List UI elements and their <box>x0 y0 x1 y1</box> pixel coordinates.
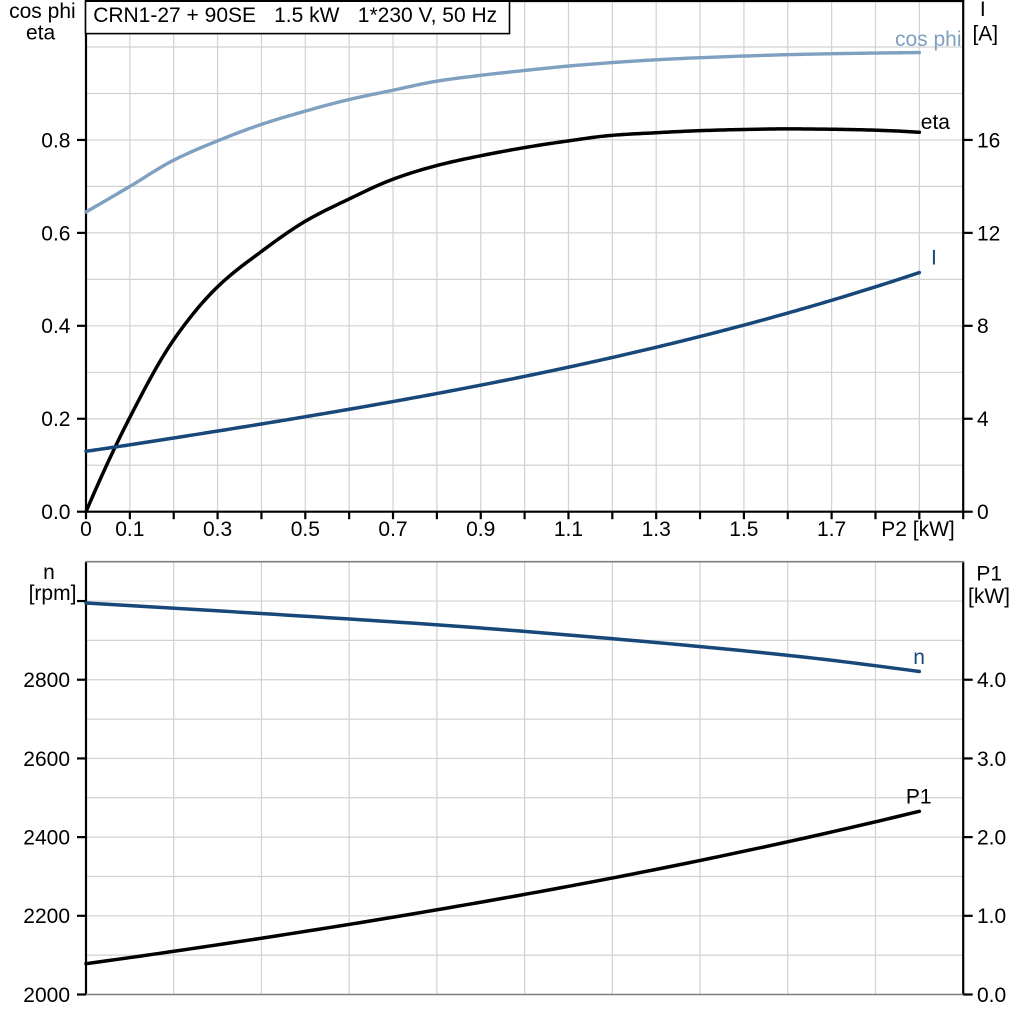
svg-text:P2 [kW]: P2 [kW] <box>881 518 955 541</box>
svg-text:2800: 2800 <box>23 669 70 692</box>
svg-text:2.0: 2.0 <box>977 827 1006 850</box>
svg-text:I: I <box>980 0 986 21</box>
svg-text:2600: 2600 <box>23 748 70 771</box>
svg-text:n: n <box>913 646 925 669</box>
svg-text:1.5: 1.5 <box>729 518 758 541</box>
svg-text:[rpm]: [rpm] <box>29 582 77 605</box>
svg-text:cos phi: cos phi <box>895 28 962 51</box>
svg-text:0.6: 0.6 <box>41 222 70 245</box>
svg-text:1*230 V, 50 Hz: 1*230 V, 50 Hz <box>358 4 497 27</box>
svg-text:12: 12 <box>977 222 1000 245</box>
svg-text:4.0: 4.0 <box>977 669 1006 692</box>
svg-text:CRN1-27 + 90SE: CRN1-27 + 90SE <box>93 4 256 27</box>
svg-text:1.0: 1.0 <box>977 905 1006 928</box>
svg-text:2400: 2400 <box>23 827 70 850</box>
svg-text:eta: eta <box>26 22 56 45</box>
svg-text:3.0: 3.0 <box>977 748 1006 771</box>
svg-text:2200: 2200 <box>23 905 70 928</box>
svg-text:0.3: 0.3 <box>203 518 232 541</box>
svg-text:0.5: 0.5 <box>291 518 320 541</box>
svg-text:[A]: [A] <box>972 22 998 45</box>
svg-text:1.1: 1.1 <box>554 518 583 541</box>
svg-text:P1: P1 <box>906 785 932 808</box>
svg-text:0.8: 0.8 <box>41 129 70 152</box>
svg-text:0: 0 <box>977 501 989 524</box>
svg-text:0.7: 0.7 <box>378 518 407 541</box>
svg-text:P1: P1 <box>976 562 1002 585</box>
svg-text:0.1: 0.1 <box>115 518 144 541</box>
svg-text:0.0: 0.0 <box>977 984 1006 1007</box>
svg-text:0.2: 0.2 <box>41 408 70 431</box>
svg-text:8: 8 <box>977 315 989 338</box>
svg-text:16: 16 <box>977 129 1000 152</box>
svg-text:0.4: 0.4 <box>41 315 71 338</box>
svg-text:1.7: 1.7 <box>817 518 846 541</box>
svg-text:[kW]: [kW] <box>968 585 1010 608</box>
svg-text:0.0: 0.0 <box>41 501 70 524</box>
svg-text:0.9: 0.9 <box>466 518 495 541</box>
svg-text:0: 0 <box>80 518 92 541</box>
svg-text:1.5 kW: 1.5 kW <box>274 4 340 27</box>
svg-text:eta: eta <box>921 111 951 134</box>
svg-text:2000: 2000 <box>23 984 70 1007</box>
svg-text:4: 4 <box>977 408 989 431</box>
svg-text:I: I <box>931 246 937 269</box>
svg-text:1.3: 1.3 <box>642 518 671 541</box>
svg-text:n: n <box>43 561 55 584</box>
svg-text:cos phi: cos phi <box>9 0 76 23</box>
